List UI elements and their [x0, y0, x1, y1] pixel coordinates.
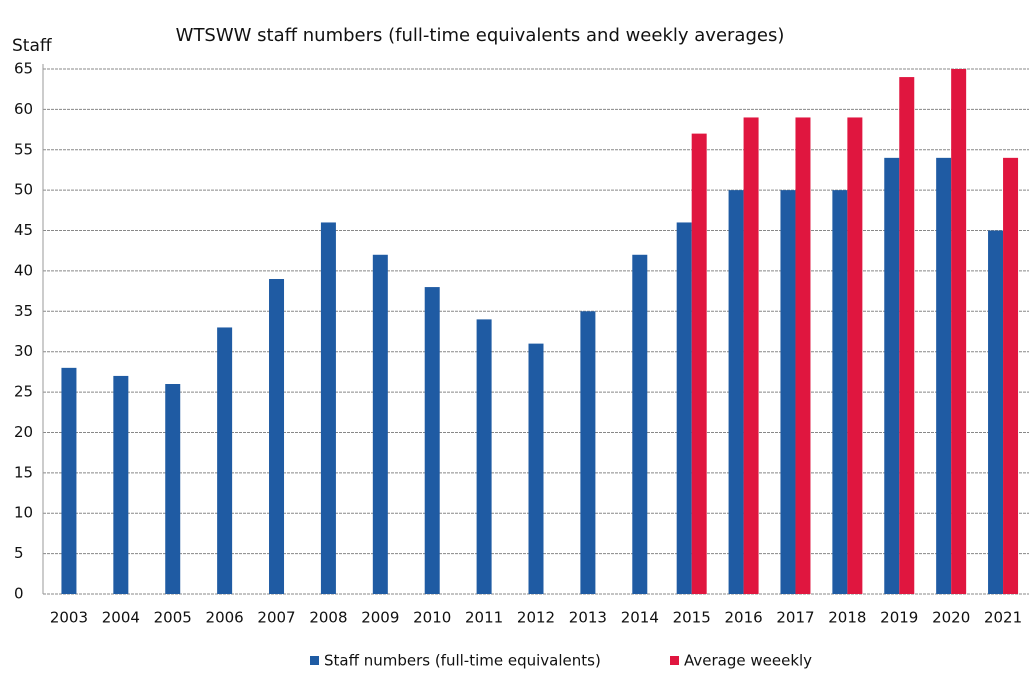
- x-tick-label: 2009: [361, 609, 399, 627]
- bar: [743, 117, 759, 594]
- chart-title: WTSWW staff numbers (full-time equivalen…: [176, 25, 785, 46]
- legend-swatch: [670, 656, 679, 665]
- bar: [795, 117, 811, 594]
- x-tick-label: 2010: [413, 609, 451, 627]
- x-tick-label: 2021: [984, 609, 1022, 627]
- bar: [476, 319, 492, 594]
- bar: [372, 254, 388, 594]
- y-tick-label: 55: [14, 140, 33, 158]
- legend-label: Average weeekly: [684, 652, 812, 670]
- x-tick-label: 2006: [206, 609, 244, 627]
- y-tick-label: 10: [14, 504, 33, 522]
- bar: [269, 279, 285, 594]
- y-tick-label: 45: [14, 221, 33, 239]
- x-tick-label: 2007: [257, 609, 295, 627]
- y-axis-label: Staff: [12, 36, 53, 56]
- y-tick-label: 60: [14, 100, 33, 118]
- bar: [988, 230, 1004, 595]
- legend-swatch: [310, 656, 319, 665]
- x-tick-label: 2018: [828, 609, 866, 627]
- x-tick-label: 2005: [154, 609, 192, 627]
- bar: [676, 222, 692, 594]
- y-tick-label: 5: [14, 544, 24, 562]
- y-tick-label: 15: [14, 463, 33, 481]
- x-tick-label: 2016: [724, 609, 762, 627]
- bar: [884, 157, 900, 594]
- bar: [832, 190, 848, 594]
- bar: [847, 117, 863, 594]
- y-tick-label: 40: [14, 261, 33, 279]
- x-tick-label: 2012: [517, 609, 555, 627]
- x-tick-label: 2014: [621, 609, 659, 627]
- bar: [951, 69, 967, 594]
- y-tick-label: 65: [14, 60, 33, 78]
- bar: [113, 375, 129, 594]
- legend-label: Staff numbers (full-time equivalents): [324, 652, 601, 670]
- bar: [424, 287, 440, 594]
- x-tick-label: 2004: [102, 609, 140, 627]
- x-tick-label: 2011: [465, 609, 503, 627]
- y-tick-label: 35: [14, 302, 33, 320]
- x-tick-label: 2020: [932, 609, 970, 627]
- y-tick-label: 0: [14, 585, 24, 603]
- y-tick-label: 20: [14, 423, 33, 441]
- bar: [1003, 157, 1019, 594]
- bar: [632, 254, 648, 594]
- x-tick-label: 2015: [673, 609, 711, 627]
- y-tick-label: 25: [14, 383, 33, 401]
- x-tick-label: 2017: [776, 609, 814, 627]
- x-tick-label: 2003: [50, 609, 88, 627]
- bar: [61, 367, 77, 594]
- y-tick-label: 30: [14, 342, 33, 360]
- bar: [728, 190, 744, 594]
- x-tick-label: 2019: [880, 609, 918, 627]
- bar: [528, 343, 544, 594]
- bar: [165, 384, 181, 594]
- bar: [217, 327, 233, 594]
- x-tick-label: 2013: [569, 609, 607, 627]
- bar: [936, 157, 952, 594]
- bar: [780, 190, 796, 594]
- bar: [320, 222, 336, 594]
- bar: [691, 133, 707, 594]
- y-tick-label: 50: [14, 181, 33, 199]
- x-tick-label: 2008: [309, 609, 347, 627]
- bar: [899, 77, 915, 595]
- bar: [580, 311, 596, 594]
